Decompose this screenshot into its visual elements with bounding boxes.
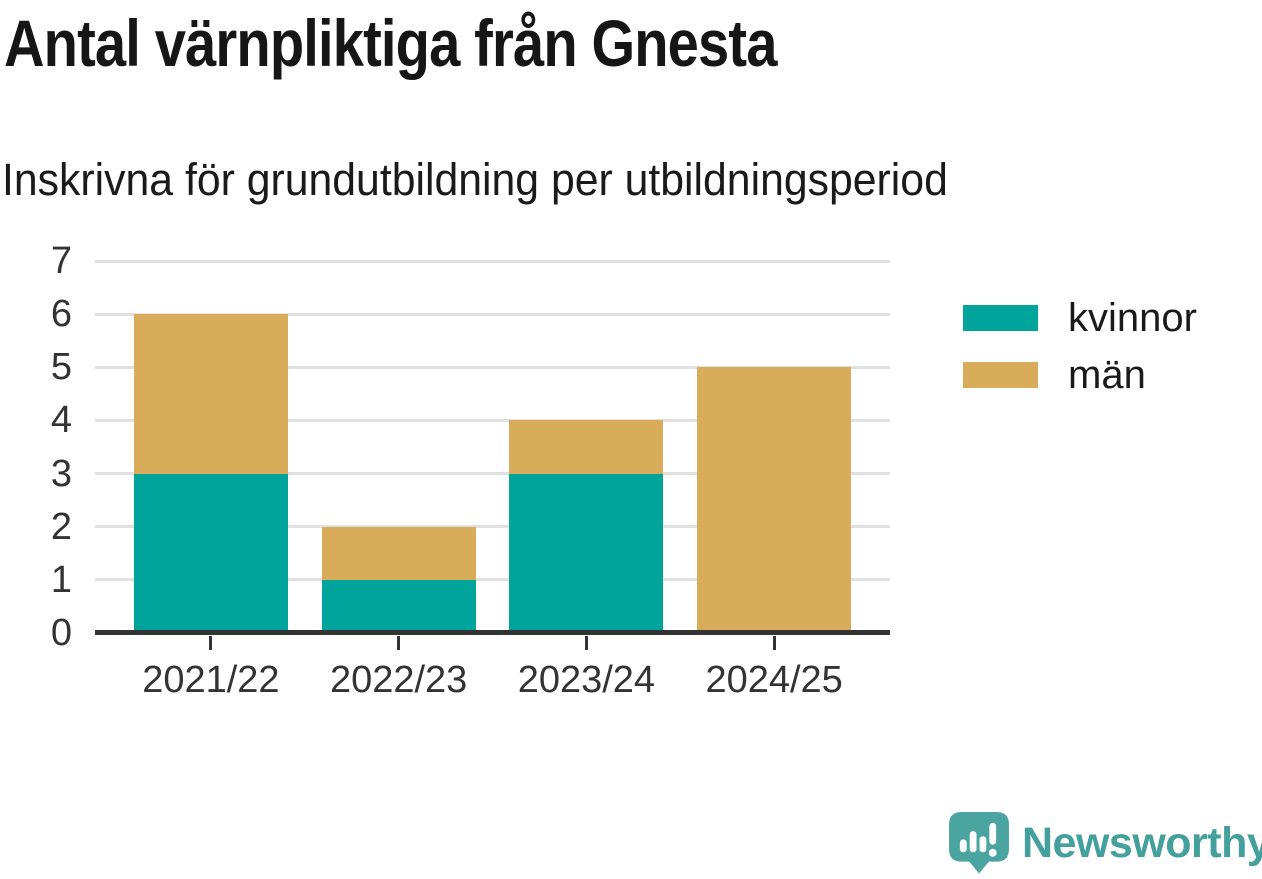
x-tick-label: 2024/25 xyxy=(705,659,843,701)
bar-segment-kvinnor xyxy=(321,579,476,633)
bar-segment-kvinnor xyxy=(133,473,288,633)
legend-item-män: män xyxy=(963,352,1197,398)
x-tick-mark xyxy=(584,636,588,650)
chart-subtitle: Inskrivna för grundutbildning per utbild… xyxy=(2,154,948,205)
gridline xyxy=(95,418,890,422)
x-tick-label: 2021/22 xyxy=(142,659,280,701)
gridline xyxy=(95,525,890,529)
gridline xyxy=(95,472,890,476)
legend-swatch-män xyxy=(963,362,1038,388)
y-tick-label: 7 xyxy=(50,240,72,282)
bar-segment-kvinnor xyxy=(509,473,664,633)
legend-label: kvinnor xyxy=(1068,296,1197,340)
bar-chart-glyph xyxy=(959,822,997,857)
y-tick-label: 4 xyxy=(50,399,72,442)
y-axis: 0 1 2 3 4 5 6 7 xyxy=(0,242,72,652)
x-tick-label: 2022/23 xyxy=(329,659,468,701)
plot-area xyxy=(95,259,890,650)
legend-label: män xyxy=(1068,353,1146,397)
x-tick-mark xyxy=(209,636,213,650)
newsworthy-logo-text: Newsworthy xyxy=(1022,818,1262,867)
gridline xyxy=(95,365,890,369)
y-tick-label: 6 xyxy=(50,293,72,336)
y-tick-label: 1 xyxy=(50,558,72,601)
newsworthy-logo: Newsworthy xyxy=(948,811,1262,874)
bar-segment-män xyxy=(321,526,476,580)
bar-group xyxy=(697,261,852,633)
x-tick-label: 2023/24 xyxy=(517,659,656,701)
speech-bubble-shape xyxy=(949,812,1009,874)
bar-group xyxy=(509,261,664,633)
gridline xyxy=(95,312,890,316)
bar-group xyxy=(133,261,288,633)
bar-segment-män xyxy=(133,314,288,474)
legend-item-kvinnor: kvinnor xyxy=(963,295,1197,341)
x-axis: 2021/22 2022/23 2023/24 2024/25 xyxy=(95,656,890,706)
x-axis-line xyxy=(95,630,890,635)
legend-swatch-kvinnor xyxy=(963,305,1038,331)
newsworthy-logo-icon xyxy=(949,812,1009,874)
chart-title: Antal värnpliktiga från Gnesta xyxy=(4,6,777,80)
bar-segment-män xyxy=(697,367,852,633)
bar-group xyxy=(321,261,476,633)
gridline xyxy=(95,259,890,263)
gridline xyxy=(95,578,890,582)
y-tick-label: 2 xyxy=(50,505,72,548)
legend: kvinnor män xyxy=(963,295,1197,409)
y-tick-label: 5 xyxy=(50,346,72,389)
x-tick-mark xyxy=(772,636,776,650)
y-tick-label: 0 xyxy=(50,612,72,654)
bar-segment-män xyxy=(509,420,664,474)
x-tick-mark xyxy=(397,636,401,650)
y-tick-label: 3 xyxy=(50,452,72,495)
